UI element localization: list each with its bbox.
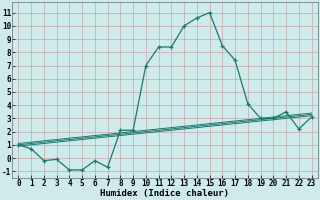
X-axis label: Humidex (Indice chaleur): Humidex (Indice chaleur) — [100, 189, 229, 198]
